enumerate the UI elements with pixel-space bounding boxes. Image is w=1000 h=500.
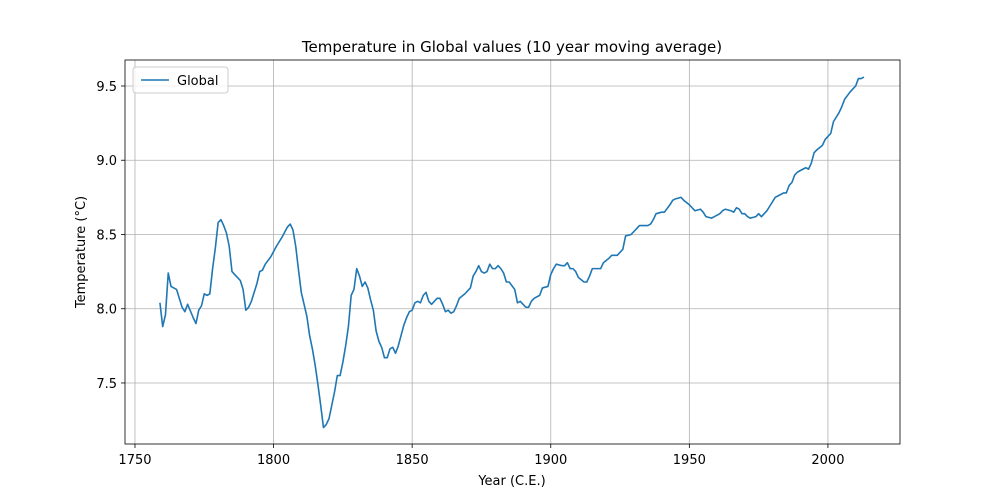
x-tick-label: 1750	[118, 453, 151, 468]
y-tick-label: 8.5	[96, 228, 117, 243]
data-line	[159, 76, 865, 429]
y-tick-label: 8.0	[96, 303, 117, 318]
x-axis-label: Year (C.E.)	[477, 474, 545, 489]
plot-frame	[124, 59, 901, 445]
x-tick-label: 2000	[811, 453, 844, 468]
x-tick-label: 1900	[534, 453, 567, 468]
y-tick-label: 7.5	[96, 377, 117, 392]
y-tick-label: 9.5	[96, 80, 117, 95]
y-axis-label: Temperature (°C)	[74, 196, 89, 309]
legend: Global	[132, 66, 229, 94]
legend-box	[132, 66, 229, 94]
x-tick-label: 1950	[673, 453, 706, 468]
legend-label: Global	[177, 74, 218, 89]
chart-title: Temperature in Global values (10 year mo…	[301, 38, 722, 56]
x-tick-label: 1800	[257, 453, 290, 468]
y-tick-label: 9.0	[96, 154, 117, 169]
x-tick-label: 1850	[396, 453, 429, 468]
